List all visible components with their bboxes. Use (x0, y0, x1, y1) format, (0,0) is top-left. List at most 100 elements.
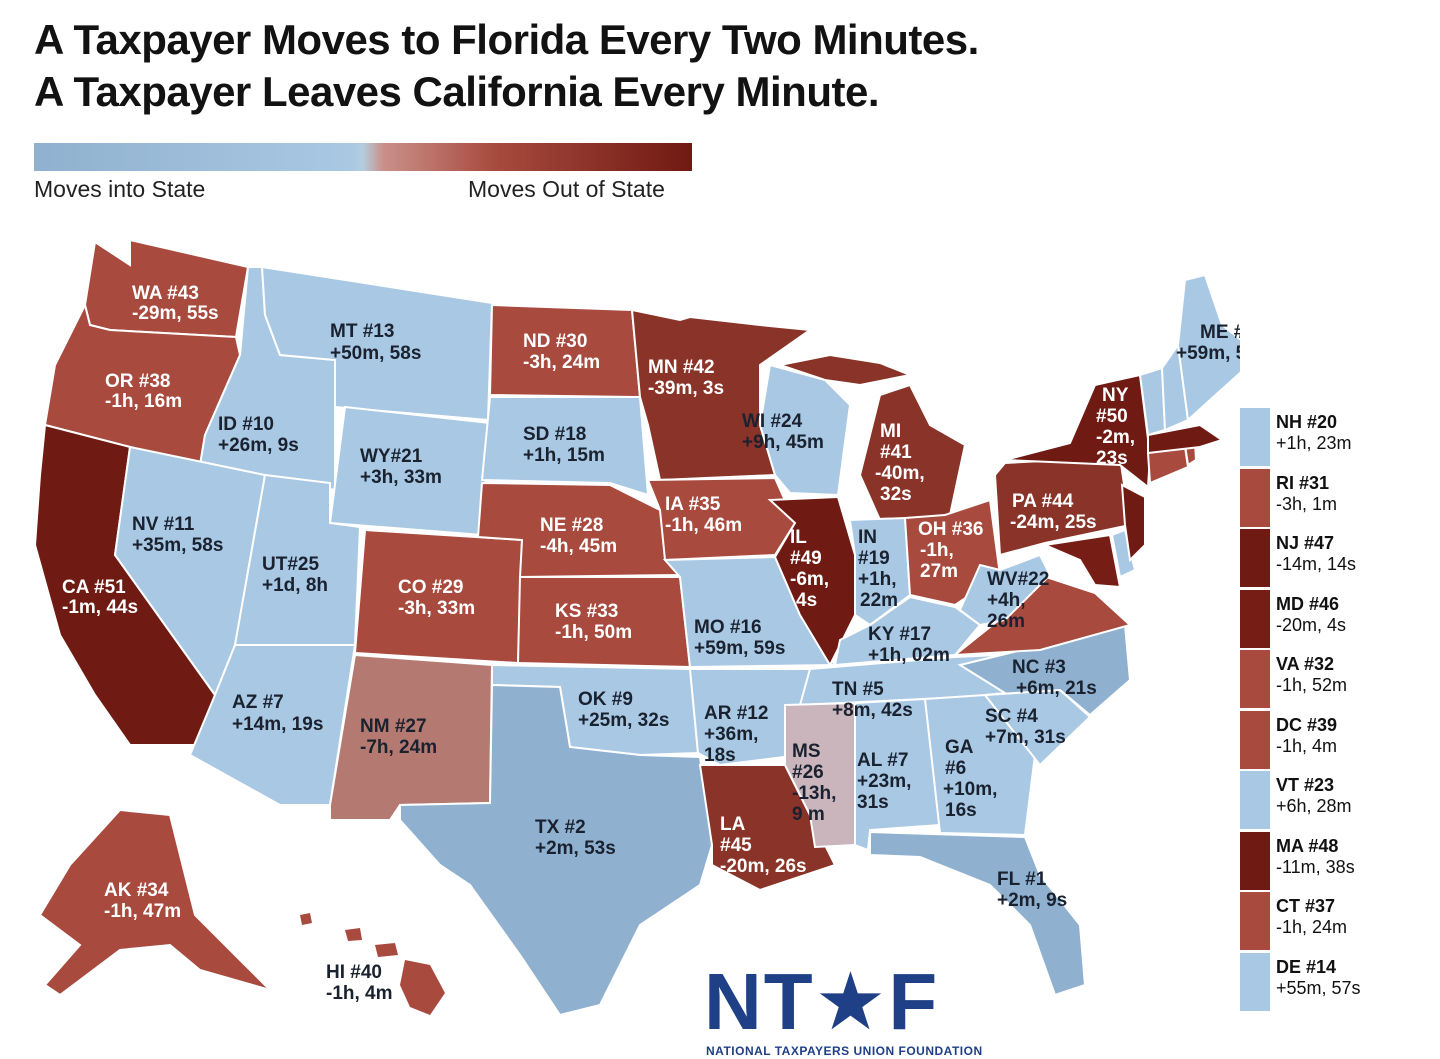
side-state-value: -20m, 4s (1276, 614, 1347, 635)
label-NV: NV #11 +35m, 58s (132, 514, 223, 556)
state-labels: WA #43 -29m, 55s OR #38 -1h, 16m CA #51 -1m… (62, 283, 1240, 1004)
side-swatch (1240, 831, 1270, 890)
side-state-name: MD #46 (1276, 593, 1340, 614)
state-WV[interactable] (958, 553, 1052, 627)
state-DE[interactable] (1110, 528, 1137, 579)
label-SD: SD #18 +1h, 15m (523, 424, 605, 466)
state-NJ[interactable] (1120, 483, 1146, 563)
label-MS: MS #26 -13h, 9 m (792, 741, 836, 825)
side-swatch (1240, 771, 1270, 829)
title-line-2: A Taxpayer Leaves California Every Minut… (34, 68, 880, 115)
side-state-name: NJ #47 (1276, 533, 1335, 553)
side-swatch (1240, 892, 1270, 950)
state-NC[interactable] (957, 623, 1132, 717)
label-ME: ME #15+59m, 5s (1176, 322, 1240, 364)
side-row-vt[interactable]: VT #23 +6h, 28m (1240, 771, 1370, 831)
label-NE: NE #28 -4h, 45m (540, 515, 617, 557)
state-TX[interactable] (399, 683, 714, 1017)
side-swatch (1240, 589, 1270, 648)
side-row-de[interactable]: DE #14 +55m, 57s (1240, 952, 1370, 1013)
label-TX: TX #2 +2m, 53s (535, 817, 616, 859)
state-MN[interactable] (630, 308, 813, 482)
side-state-value: +55m, 57s (1276, 977, 1361, 998)
us-map: WA #43 -29m, 55s OR #38 -1h, 16m CA #51 -1m… (33, 238, 1240, 1017)
side-swatch (1240, 952, 1270, 1011)
legend-color-scale (34, 143, 692, 171)
side-state-name: DC #39 (1276, 714, 1338, 735)
side-state-value: +1h, 23m (1276, 433, 1352, 453)
side-row-ct[interactable]: CT #37 -1h, 24m (1240, 892, 1370, 952)
label-KY: KY #17 +1h, 02m (868, 624, 950, 666)
ntuf-logo: NT★F NATIONAL TAXPAYERS UNION FOUNDATION (700, 957, 983, 1059)
state-HI-2[interactable] (345, 928, 362, 941)
side-state-value: -1h, 24m (1276, 917, 1348, 937)
side-swatch (1240, 650, 1270, 708)
state-WI[interactable] (758, 363, 852, 497)
small-states-list: NH #20 +1h, 23m RI #31 -3h, 1m NJ #47 -14m,… (1240, 408, 1370, 1013)
label-CO: CO #29 -3h, 33m (398, 577, 475, 619)
label-WI: WI #24 +9h, 45m (742, 411, 824, 453)
state-HI-4[interactable] (400, 960, 445, 1015)
side-state-value: -1h, 4m (1276, 735, 1338, 756)
state-AR[interactable] (688, 668, 812, 767)
side-state-value: -3h, 1m (1276, 493, 1338, 514)
side-state-name: RI #31 (1276, 472, 1330, 493)
side-row-va[interactable]: VA #32 -1h, 52m (1240, 650, 1370, 710)
label-AZ: AZ #7 +14m, 19s (232, 692, 323, 735)
side-swatch (1240, 408, 1270, 466)
side-row-ma[interactable]: MA #48 -11m, 38s (1240, 831, 1370, 892)
side-state-value: -11m, 38s (1276, 856, 1355, 877)
side-state-name: CT #37 (1276, 896, 1336, 916)
state-MI[interactable] (858, 383, 967, 522)
label-AK: AK #34 -1h, 47m (104, 880, 181, 922)
state-HI-3[interactable] (375, 943, 398, 957)
side-row-nj[interactable]: NJ #47 -14m, 14s (1240, 529, 1370, 589)
map-title: A Taxpayer Moves to Florida Every Two Mi… (34, 14, 979, 118)
label-AR: AR #12 +36m, 18s (704, 703, 768, 766)
side-swatch (1240, 468, 1270, 527)
state-IL[interactable] (767, 495, 856, 668)
state-SD[interactable] (480, 396, 650, 497)
label-MO: MO #16 +59m, 59s (694, 617, 785, 659)
label-NY: NY #50 -2m, 23s (1096, 385, 1135, 469)
label-AL: AL #7 +23m, 31s (857, 750, 911, 813)
side-state-name: VA #32 (1276, 654, 1335, 674)
side-state-value: -14m, 14s (1276, 554, 1357, 574)
side-row-ri[interactable]: RI #31 -3h, 1m (1240, 468, 1370, 529)
label-GA: GA #6 +10m, 16s (943, 737, 997, 821)
side-state-name: NH #20 (1276, 412, 1338, 432)
state-MA[interactable] (1147, 423, 1225, 455)
state-IA[interactable] (646, 476, 797, 562)
label-ID: ID #10 +26m, 9s (218, 414, 299, 456)
label-UT: UT#25 +1d, 8h (262, 554, 328, 596)
legend-label-out: Moves Out of State (468, 176, 665, 202)
state-MD[interactable] (1041, 533, 1122, 589)
label-MT: MT #13 +50m, 58s (330, 321, 421, 364)
label-OK: OK #9 +25m, 32s (578, 689, 669, 731)
state-AK[interactable] (38, 808, 274, 997)
state-FL[interactable] (869, 830, 1087, 997)
label-TN: TN #5 +8m, 42s (832, 679, 913, 721)
side-row-dc[interactable]: DC #39 -1h, 4m (1240, 710, 1370, 771)
label-IN: IN #19 +1h, 22m (858, 527, 898, 611)
label-CA: CA #51 -1m, 44s (62, 577, 138, 618)
side-swatch (1240, 710, 1270, 769)
label-LA: LA #45 -20m, 26s (720, 814, 807, 877)
logo-subtitle: NATIONAL TAXPAYERS UNION FOUNDATION (706, 1044, 983, 1058)
state-GA[interactable] (923, 693, 1037, 837)
side-row-nh[interactable]: NH #20 +1h, 23m (1240, 408, 1370, 468)
label-WA: WA #43 -29m, 55s (132, 283, 219, 324)
label-KS: KS #33 -1h, 50m (555, 601, 632, 643)
label-IL: IL #49 -6m, 4s (790, 527, 829, 611)
side-state-name: MA #48 (1276, 835, 1339, 856)
side-state-value: -1h, 52m (1276, 675, 1348, 695)
label-FL: FL #1 +2m, 9s (997, 869, 1067, 911)
side-row-md[interactable]: MD #46 -20m, 4s (1240, 589, 1370, 650)
logo-letters: NT★F (704, 957, 940, 1046)
state-HI-1[interactable] (300, 913, 312, 925)
state-ME[interactable] (1176, 273, 1240, 423)
side-state-name: VT #23 (1276, 775, 1335, 795)
label-NC: NC #3 +6m, 21s (1012, 657, 1097, 699)
label-NM: NM #27 -7h, 24m (360, 716, 437, 758)
state-MI-UP[interactable] (776, 353, 914, 387)
